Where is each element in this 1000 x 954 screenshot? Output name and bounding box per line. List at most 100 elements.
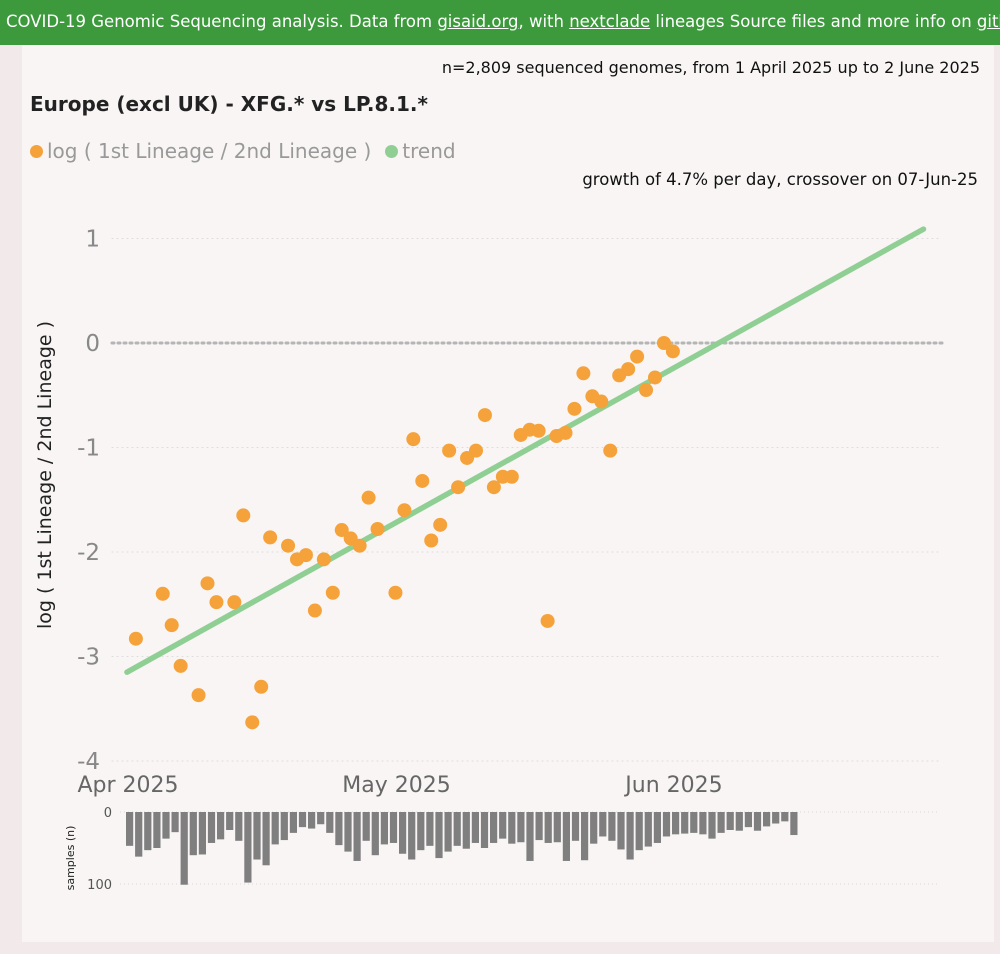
sample-bar	[253, 812, 261, 860]
sample-bar	[371, 812, 379, 856]
sample-bar	[571, 812, 580, 841]
y-tick-label: -4	[77, 749, 100, 775]
sample-bar	[162, 812, 170, 839]
scatter-point	[504, 469, 519, 484]
samples-axis-label: samples (n)	[64, 826, 77, 891]
scatter-point	[155, 586, 170, 601]
sample-bar	[399, 812, 407, 854]
chart-legend: log ( 1st Lineage / 2nd Lineage ) trend	[30, 139, 456, 163]
sample-bar	[480, 812, 489, 848]
scatter-point	[639, 383, 654, 398]
samples-tick-label: 0	[104, 806, 112, 821]
scatter-point	[433, 517, 448, 532]
y-axis-label: log ( 1st Lineage / 2nd Lineage )	[34, 321, 56, 629]
sample-bar	[644, 812, 652, 847]
sample-bar	[544, 812, 552, 843]
sample-bar	[171, 812, 179, 833]
scatter-point	[361, 490, 376, 505]
nextclade-link[interactable]: nextclade	[569, 12, 651, 31]
scatter-point	[656, 336, 671, 350]
x-tick-label: May 2025	[342, 773, 450, 798]
scatter-point	[128, 631, 143, 646]
gisaid-link[interactable]: gisaid.org	[437, 12, 519, 31]
sample-bar	[490, 812, 498, 843]
y-tick-label: -2	[77, 540, 100, 566]
scatter-point	[307, 603, 322, 618]
scatter-point	[254, 679, 269, 694]
sample-bar	[672, 812, 680, 835]
legend-label-ratio: log ( 1st Lineage / 2nd Lineage )	[47, 139, 372, 163]
scatter-point	[424, 533, 439, 548]
sample-bar	[772, 812, 780, 824]
chart-panel	[22, 45, 994, 942]
sample-bar	[362, 812, 370, 841]
sample-bar	[353, 812, 361, 861]
sample-bar	[335, 812, 343, 846]
sample-bar	[308, 812, 316, 829]
sample-bar	[326, 812, 334, 833]
scatter-point	[397, 503, 412, 518]
scatter-point	[352, 538, 367, 553]
scatter-point	[621, 362, 636, 377]
scatter-point	[665, 344, 680, 359]
sample-bar	[599, 812, 607, 837]
chart-title: Europe (excl UK) - XFG.* vs LP.8.1.*	[30, 92, 428, 116]
scatter-point	[648, 370, 662, 385]
sample-bar	[617, 812, 625, 850]
scatter-point	[415, 473, 430, 488]
sample-bar	[426, 812, 434, 846]
scatter-point	[442, 443, 457, 458]
scatter-point	[540, 613, 555, 628]
x-tick-label: Jun 2025	[623, 773, 722, 798]
sample-bar	[662, 812, 671, 837]
scatter-point	[281, 538, 296, 553]
scatter-point	[263, 530, 278, 545]
sample-bar	[135, 812, 143, 857]
growth-annotation: growth of 4.7% per day, crossover on 07-…	[582, 170, 978, 189]
sample-bar	[526, 812, 534, 861]
scatter-point	[298, 548, 313, 563]
legend-label-trend: trend	[402, 139, 456, 163]
scatter-point	[531, 423, 546, 438]
scatter-point	[325, 585, 340, 600]
scatter-point	[191, 688, 206, 703]
sample-bar	[681, 812, 689, 834]
github-link[interactable]: github	[976, 12, 1000, 31]
y-tick-label: -1	[77, 436, 100, 462]
sample-bar	[153, 812, 161, 848]
scatter-point	[603, 443, 618, 458]
scatter-point	[316, 552, 331, 567]
scatter-point	[227, 595, 242, 610]
sample-bar	[408, 812, 416, 860]
banner-text: COVID-19 Genomic Sequencing analysis. Da…	[6, 12, 438, 31]
sample-bar	[626, 812, 634, 860]
sample-bar	[581, 812, 589, 861]
sample-bar	[453, 812, 461, 846]
sample-bar	[517, 812, 525, 843]
sample-bar	[444, 812, 452, 852]
banner-text: lineages Source files and more info on	[650, 12, 977, 31]
sample-bar	[790, 812, 798, 836]
legend-dot-ratio	[30, 144, 43, 158]
trend-line	[124, 226, 927, 675]
scatter-point	[173, 658, 188, 673]
scatter-point	[245, 715, 260, 730]
scatter-point	[370, 522, 385, 537]
top-banner: COVID-19 Genomic Sequencing analysis. Da…	[0, 0, 1000, 45]
sample-bar	[499, 812, 507, 839]
sample-bar	[271, 812, 279, 845]
y-tick-label: -3	[77, 645, 100, 671]
sample-bar	[744, 812, 752, 828]
sample-bar	[235, 812, 243, 841]
scatter-point	[576, 366, 591, 381]
sample-bar	[653, 812, 661, 843]
sample-bar	[144, 812, 152, 851]
sample-bar	[180, 812, 188, 885]
scatter-point	[477, 408, 492, 423]
sample-bar	[699, 812, 707, 835]
sample-bar	[708, 812, 716, 839]
sample-bar	[289, 812, 297, 833]
samples-tick-label: 100	[87, 878, 112, 893]
sample-bar	[735, 812, 743, 831]
